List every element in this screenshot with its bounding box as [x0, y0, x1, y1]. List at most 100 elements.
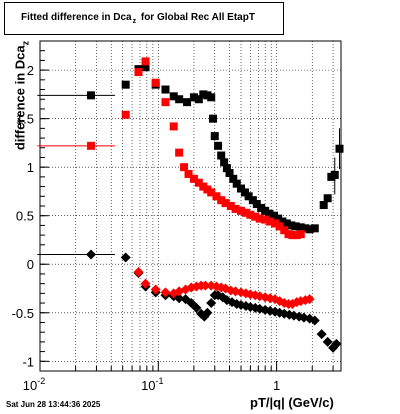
data-point	[210, 132, 219, 141]
title-subscript: z	[132, 18, 137, 25]
data-point	[282, 219, 291, 228]
data-point	[200, 280, 211, 291]
data-point	[189, 93, 198, 102]
data-point	[310, 224, 319, 233]
data-point	[202, 307, 213, 318]
data-point	[217, 196, 226, 205]
data-point	[134, 68, 143, 77]
data-point	[301, 224, 310, 233]
data-point	[304, 294, 315, 305]
data-point	[280, 226, 289, 235]
data-point	[237, 206, 246, 215]
x-tick-label: 10-1	[141, 376, 163, 393]
data-point	[261, 215, 270, 224]
data-point	[87, 141, 96, 150]
data-point	[316, 329, 327, 340]
data-point	[220, 158, 229, 167]
data-point	[169, 122, 178, 131]
data-point	[87, 91, 96, 100]
data-point	[255, 214, 264, 223]
data-point	[229, 174, 238, 183]
data-point	[271, 219, 280, 228]
data-point	[319, 201, 328, 210]
plot-frame	[39, 40, 342, 372]
data-point	[206, 298, 217, 309]
data-point	[241, 208, 250, 217]
chart-title: Fitted difference in Dcaz for Global Rec…	[21, 12, 255, 25]
data-point	[278, 217, 287, 226]
data-point	[199, 90, 208, 99]
data-point	[189, 174, 198, 183]
data-point	[246, 210, 255, 219]
y-tick-label: 0	[27, 257, 34, 272]
y-axis-label-subscript: z	[20, 40, 31, 46]
data-point	[292, 231, 301, 240]
data-point	[180, 163, 189, 172]
data-point	[226, 202, 235, 210]
data-point	[275, 222, 284, 231]
data-point	[309, 315, 320, 326]
y-axis-label-main: difference in Dca	[12, 45, 28, 151]
data-point	[151, 78, 160, 87]
y-tick-label: -0.5	[12, 306, 34, 321]
data-point	[120, 252, 131, 263]
data-point	[221, 199, 230, 208]
title-rest: for Global Rec All EtapT	[140, 12, 255, 23]
data-point	[191, 302, 202, 313]
data-point	[251, 212, 260, 221]
x-tick-label: 1	[273, 378, 280, 393]
data-point	[322, 336, 333, 347]
data-point	[209, 114, 218, 123]
data-point	[274, 214, 283, 223]
data-point	[296, 230, 305, 239]
data-point	[194, 95, 203, 104]
y-tick-label: 2	[27, 63, 34, 78]
data-point	[287, 221, 296, 230]
y-tick-label: 1.5	[16, 112, 34, 127]
data-point	[141, 57, 150, 66]
x-axis-label: pT/|q| (GeV/c)	[250, 395, 334, 410]
data-point	[335, 144, 344, 153]
data-point	[222, 164, 231, 173]
data-point	[140, 278, 151, 289]
data-point	[232, 179, 241, 188]
data-point	[296, 223, 305, 232]
datestamp: Sat Jun 28 13:44:36 2025	[6, 400, 101, 409]
data-point	[86, 249, 97, 260]
data-point	[261, 206, 270, 215]
title-box: Fitted difference in Dcaz for Global Rec…	[4, 2, 284, 35]
data-point	[141, 63, 150, 72]
data-point	[150, 284, 161, 295]
data-point	[257, 203, 266, 212]
data-point	[121, 80, 130, 89]
y-tick-label: -1	[22, 354, 34, 369]
data-point	[231, 204, 240, 213]
data-point	[207, 93, 216, 102]
data-point	[323, 194, 332, 203]
data-point	[265, 209, 274, 218]
data-point	[288, 231, 297, 240]
data-point	[330, 170, 339, 179]
data-point	[199, 182, 208, 191]
data-point	[175, 95, 184, 104]
data-point	[252, 200, 261, 209]
data-point	[212, 192, 221, 201]
x-tick-label: 10-2	[23, 376, 45, 393]
y-tick-label: 0.5	[16, 209, 34, 224]
data-point	[194, 178, 203, 187]
data-point	[161, 85, 170, 94]
data-point	[160, 287, 171, 298]
data-point	[121, 110, 130, 119]
y-axis-label: difference in Dcaz	[12, 31, 31, 161]
data-point	[331, 338, 342, 349]
data-point	[266, 217, 275, 226]
data-point	[133, 267, 144, 277]
data-point	[225, 169, 234, 177]
data-point	[269, 211, 278, 220]
data-point	[214, 141, 223, 150]
data-point	[184, 169, 193, 178]
data-point	[244, 192, 253, 201]
data-point	[161, 98, 170, 107]
